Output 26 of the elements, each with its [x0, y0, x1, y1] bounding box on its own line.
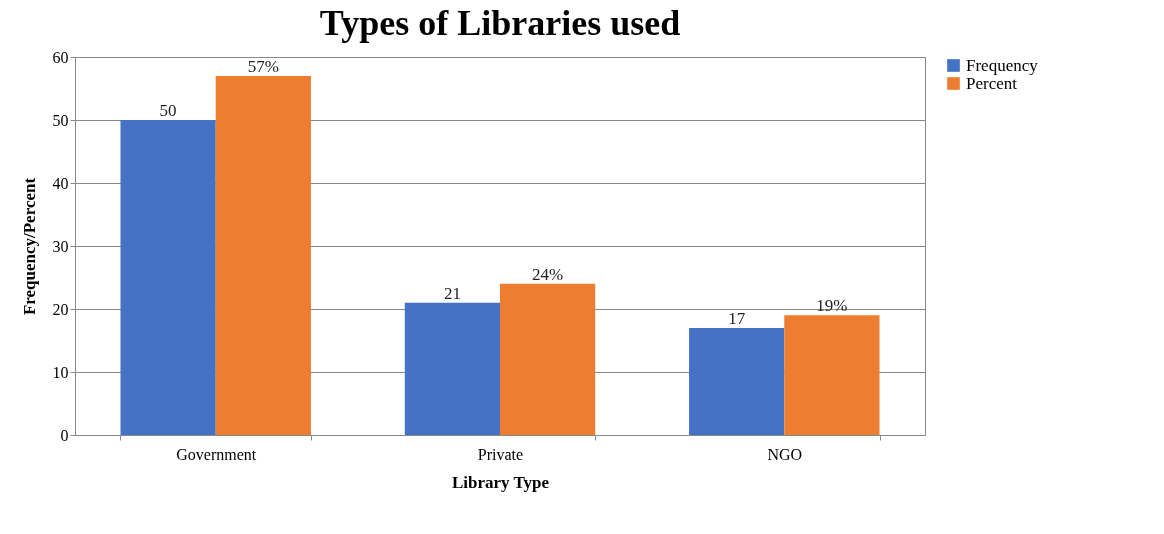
data-label: 57%: [247, 56, 279, 76]
bar: [784, 315, 880, 435]
y-tick-label: 30: [52, 237, 69, 255]
y-tick-label: 10: [52, 363, 69, 381]
x-tick-label: NGO: [767, 445, 803, 463]
data-label: 21: [443, 283, 461, 303]
bar: [404, 302, 500, 435]
chart-title: Types of Libraries used: [319, 3, 681, 43]
y-axis-title: Frequency/Percent: [19, 177, 39, 316]
data-label: 50: [159, 101, 177, 120]
data-label: 24%: [532, 264, 564, 284]
y-tick-label: 50: [52, 111, 69, 129]
x-tick-label: Private: [477, 445, 524, 463]
x-axis-title: Library Type: [451, 472, 550, 492]
x-tick-label: Government: [176, 445, 257, 463]
y-tick-label: 20: [52, 300, 69, 318]
legend-label: Frequency: [966, 55, 1039, 75]
bar: [120, 120, 216, 435]
data-label: 19%: [816, 296, 848, 316]
bar: [689, 327, 785, 435]
y-tick-label: 40: [52, 174, 69, 192]
bar: [215, 75, 311, 435]
y-tick-label: 60: [52, 48, 69, 66]
y-tick-label: 0: [60, 426, 69, 444]
data-label: 17: [728, 308, 746, 328]
bar: [500, 283, 596, 435]
